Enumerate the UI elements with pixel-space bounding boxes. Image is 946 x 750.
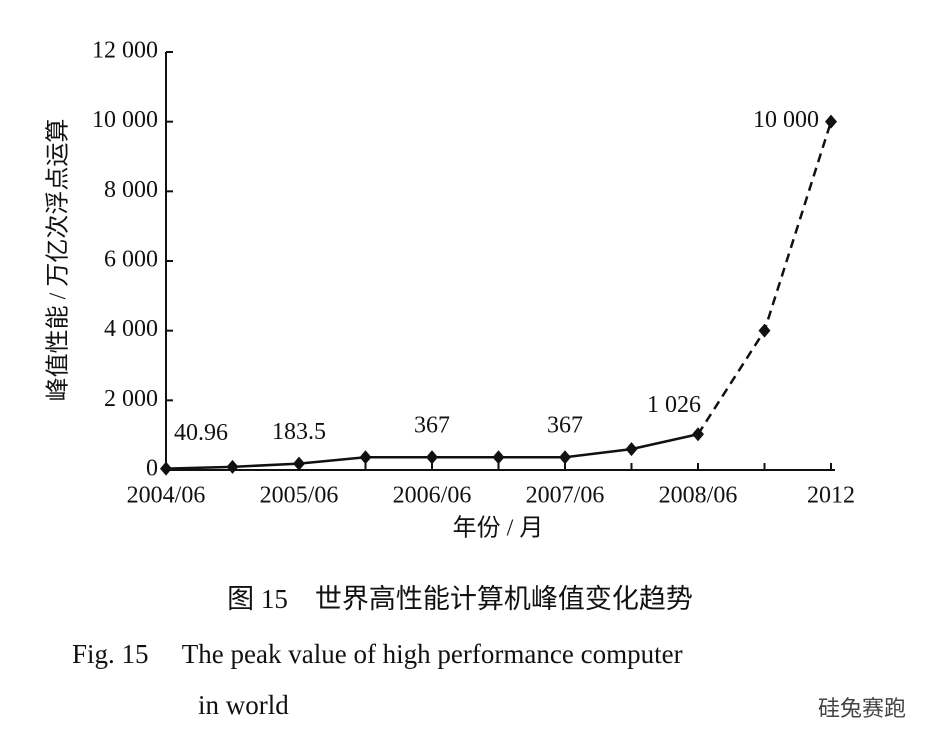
y-tick-label: 12 000 (92, 38, 158, 64)
y-tick-label: 0 (146, 456, 158, 482)
caption-cn: 图 15 世界高性能计算机峰值变化趋势 (227, 584, 693, 614)
data-label: 367 (414, 413, 450, 439)
marker (426, 450, 438, 465)
marker (825, 114, 837, 129)
caption-en: Fig. 15 The peak value of high performan… (72, 639, 683, 669)
data-label: 1 026 (647, 392, 701, 418)
watermark: 硅兔赛跑 (818, 697, 906, 722)
marker (226, 459, 239, 474)
x-tick-label: 2008/06 (659, 483, 738, 509)
marker (160, 461, 172, 476)
marker (692, 427, 704, 442)
y-tick-label: 6 000 (104, 247, 158, 273)
y-tick-label: 4 000 (104, 316, 158, 342)
marker (625, 442, 638, 457)
x-tick-label: 2005/06 (260, 483, 339, 509)
line (696, 121, 833, 435)
x-tick-label: 2004/06 (127, 483, 206, 509)
marker (758, 323, 771, 338)
data-label: 183.5 (272, 419, 326, 445)
y-tick-label: 2 000 (104, 386, 158, 412)
x-tick-label: 2007/06 (526, 483, 605, 509)
caption-en: in world (198, 690, 289, 720)
data-label: 40.96 (174, 420, 228, 446)
y-tick-label: 8 000 (104, 177, 158, 203)
x-tick-label: 2006/06 (393, 483, 472, 509)
x-tick-label: 2012 (807, 483, 855, 509)
marker (492, 450, 505, 465)
x-axis-label: 年份 / 月 (453, 515, 544, 542)
data-label: 10 000 (753, 107, 819, 133)
marker (559, 450, 571, 465)
data-label: 367 (547, 413, 583, 439)
marker (293, 456, 305, 471)
y-tick-label: 10 000 (92, 107, 158, 133)
marker (359, 450, 372, 465)
y-axis-label: 峰值性能 / 万亿次浮点运算 (45, 119, 72, 402)
